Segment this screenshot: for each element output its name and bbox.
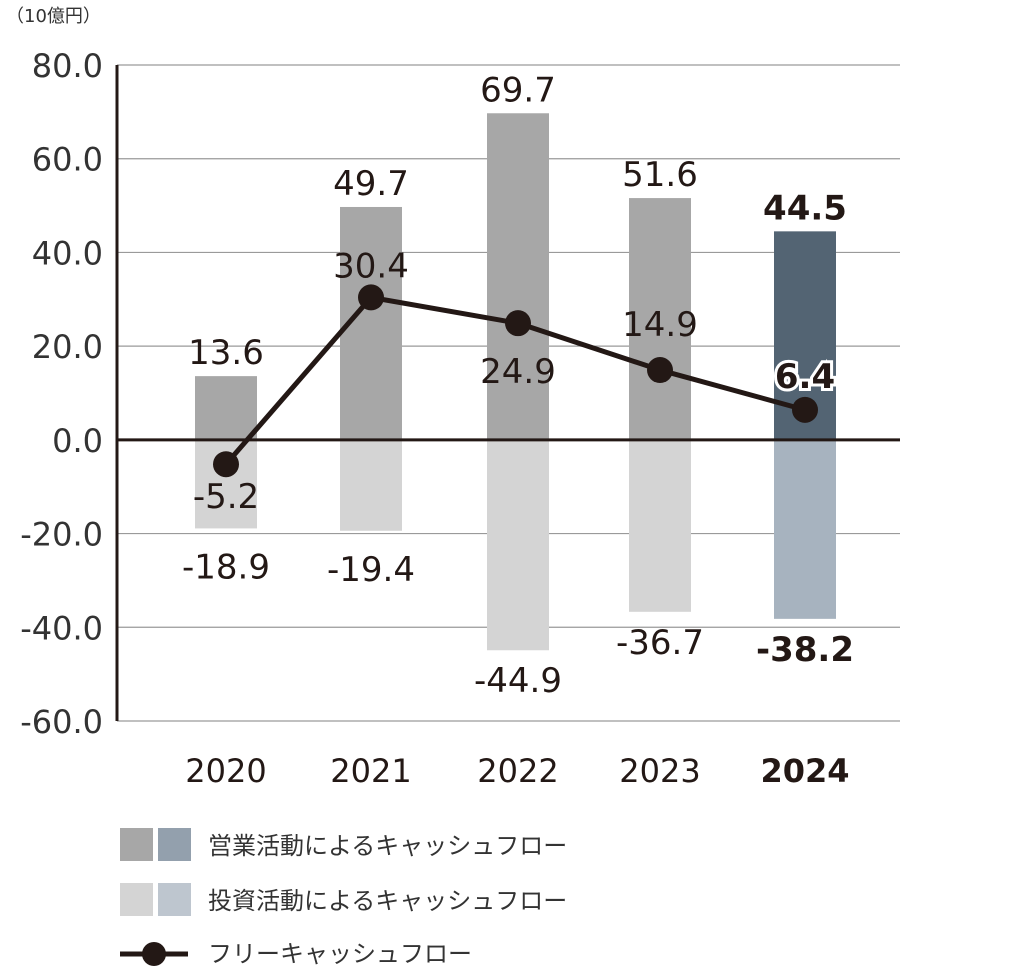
y-tick-label: 0.0 [52, 422, 103, 460]
y-tick-label: -60.0 [20, 703, 103, 741]
label-investing-2024: -38.2 [756, 630, 854, 670]
y-tick-label: 20.0 [32, 328, 103, 366]
label-investing-2022: -44.9 [474, 661, 562, 701]
bar-investing-2022 [487, 439, 549, 651]
legend-swatch-operating [120, 828, 153, 861]
bar-operating-2022 [487, 113, 549, 440]
label-fcf-2021: 30.4 [333, 246, 409, 286]
legend-label-fcf: フリーキャッシュフロー [208, 940, 472, 968]
bar-investing-2024 [774, 439, 836, 619]
label-operating-2024: 44.5 [763, 188, 847, 228]
y-tick-label: 80.0 [32, 47, 103, 85]
free-cash-flow-line [213, 284, 818, 478]
fcf-point-2021 [358, 284, 384, 311]
fcf-point-2023 [647, 357, 673, 384]
fcf-point-2020 [213, 451, 239, 478]
y-axis-tick-labels: 80.0 60.0 40.0 20.0 0.0 -20.0 -40.0 -60.0 [20, 47, 103, 741]
legend-marker-fcf [142, 942, 166, 966]
y-tick-label: -40.0 [20, 609, 103, 647]
x-tick-2021: 2021 [330, 752, 411, 790]
label-fcf-2024: 6.4 [775, 357, 835, 397]
y-tick-label: -20.0 [20, 516, 103, 554]
y-tick-label: 60.0 [32, 141, 103, 179]
unit-label: （10億円） [6, 6, 101, 27]
label-operating-2020: 13.6 [188, 333, 264, 373]
bar-operating-2020 [195, 376, 257, 440]
bar-investing-2021 [340, 439, 402, 531]
label-fcf-2023: 14.9 [622, 305, 698, 345]
legend: 営業活動によるキャッシュフロー 投資活動によるキャッシュフロー フリーキャッシュ… [120, 828, 567, 968]
fcf-point-2022 [505, 310, 531, 337]
x-axis-tick-labels: 2020 2021 2022 2023 2024 [185, 752, 849, 790]
x-tick-2022: 2022 [477, 752, 558, 790]
label-operating-2023: 51.6 [622, 155, 698, 195]
fcf-point-2024 [792, 396, 818, 423]
legend-swatch-investing-2024 [158, 883, 191, 916]
label-investing-2020: -18.9 [182, 547, 270, 587]
label-fcf-2020: -5.2 [193, 477, 259, 517]
bars [195, 113, 836, 651]
label-fcf-2022: 24.9 [480, 352, 556, 392]
legend-label-operating: 営業活動によるキャッシュフロー [208, 832, 567, 860]
label-operating-2022: 69.7 [480, 70, 556, 110]
data-labels: 13.6 -18.9 49.7 -19.4 69.7 -44.9 51.6 -36.7 44.5… [182, 70, 854, 701]
x-tick-2023: 2023 [619, 752, 700, 790]
legend-swatch-investing [120, 883, 153, 916]
legend-swatch-operating-2024 [158, 828, 191, 861]
label-investing-2021: -19.4 [327, 550, 415, 590]
label-investing-2023: -36.7 [616, 623, 704, 663]
bar-operating-2023 [629, 198, 691, 440]
legend-label-investing: 投資活動によるキャッシュフロー [208, 887, 567, 915]
bar-investing-2023 [629, 439, 691, 612]
x-tick-2020: 2020 [185, 752, 266, 790]
label-operating-2021: 49.7 [333, 164, 409, 204]
y-tick-label: 40.0 [32, 234, 103, 272]
x-tick-2024: 2024 [760, 752, 849, 790]
